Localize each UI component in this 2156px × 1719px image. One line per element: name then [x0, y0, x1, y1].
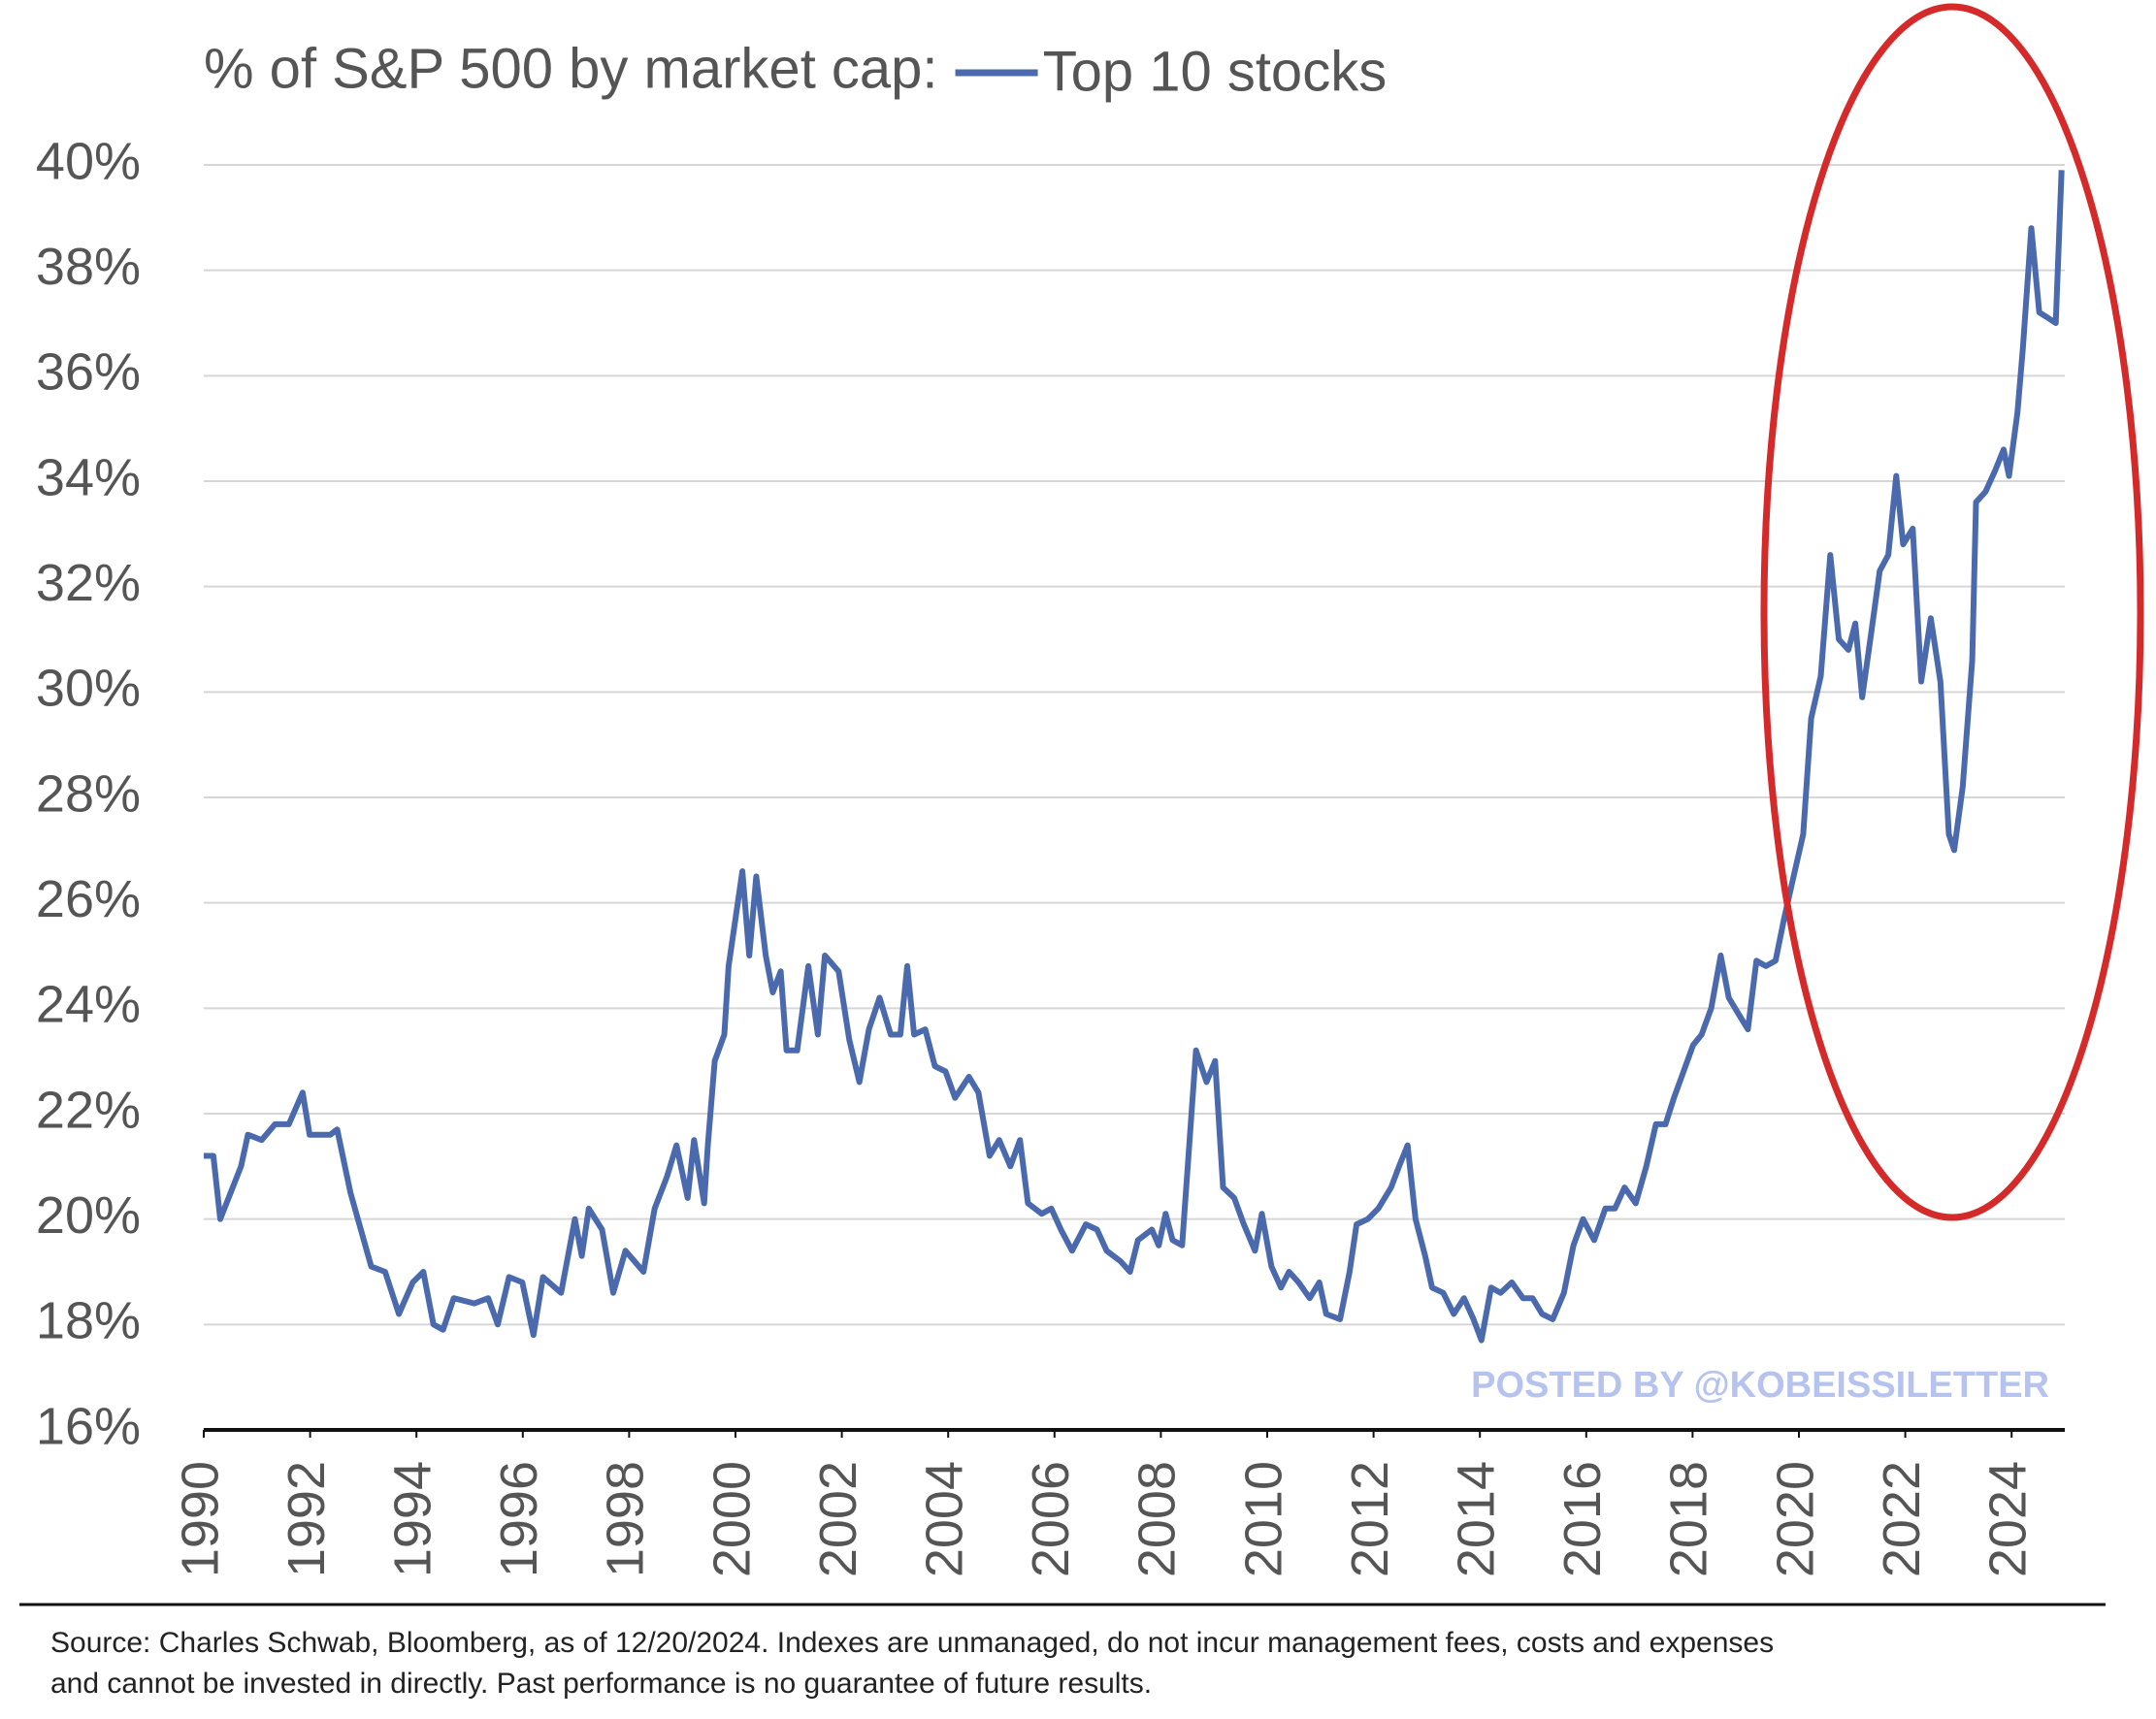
watermark: POSTED BY @KOBEISSILETTER: [1471, 1365, 2049, 1406]
x-tick-label: 1990: [171, 1461, 229, 1577]
x-tick-label: 2010: [1234, 1461, 1292, 1577]
y-tick-label: 40%: [36, 132, 141, 190]
x-tick-label: 1998: [597, 1461, 655, 1577]
x-tick-label: 2020: [1766, 1461, 1824, 1577]
x-tick-label: 1992: [278, 1461, 336, 1577]
legend-label: Top 10 stocks: [1043, 40, 1388, 103]
source-note: and cannot be invested in directly. Past…: [50, 1668, 1152, 1700]
x-tick-label: 2014: [1447, 1461, 1505, 1577]
x-tick-label: 2022: [1873, 1461, 1931, 1577]
source-note: Source: Charles Schwab, Bloomberg, as of…: [50, 1627, 1774, 1659]
x-tick-label: 2000: [702, 1461, 761, 1577]
x-tick-label: 2004: [915, 1461, 973, 1577]
y-tick-label: 22%: [36, 1081, 141, 1139]
y-tick-label: 24%: [36, 976, 141, 1034]
highlight-ellipse: [1760, 3, 2144, 1221]
y-tick-label: 20%: [36, 1186, 141, 1245]
y-tick-label: 18%: [36, 1292, 141, 1350]
plot-area: 16% 18% 20% 22% 24% 26% 28% 30% 32% 34% 36% 38% 40% 1…: [36, 132, 2065, 1577]
y-tick-label: 34%: [36, 448, 141, 506]
y-tick-label: 36%: [36, 343, 141, 402]
x-tick-label: 2008: [1128, 1461, 1187, 1577]
x-tick-label: 1996: [490, 1461, 548, 1577]
y-tick-label: 26%: [36, 870, 141, 928]
y-tick-label: 16%: [36, 1397, 141, 1455]
y-tick-label: 32%: [36, 554, 141, 612]
x-tick-label: 2024: [1978, 1461, 2037, 1577]
x-tick-label: 2006: [1022, 1461, 1080, 1577]
y-tick-label: 38%: [36, 238, 141, 296]
y-tick-label: 30%: [36, 660, 141, 718]
chart-title: % of S&P 500 by market cap:: [204, 37, 938, 100]
y-tick-label: 28%: [36, 764, 141, 823]
data-line: [204, 170, 2065, 1344]
x-tick-label: 2018: [1660, 1461, 1718, 1577]
x-tick-label: 1994: [383, 1461, 441, 1577]
x-tick-label: 2012: [1341, 1461, 1399, 1577]
x-tick-label: 2002: [809, 1461, 867, 1577]
x-tick-label: 2016: [1553, 1461, 1612, 1577]
